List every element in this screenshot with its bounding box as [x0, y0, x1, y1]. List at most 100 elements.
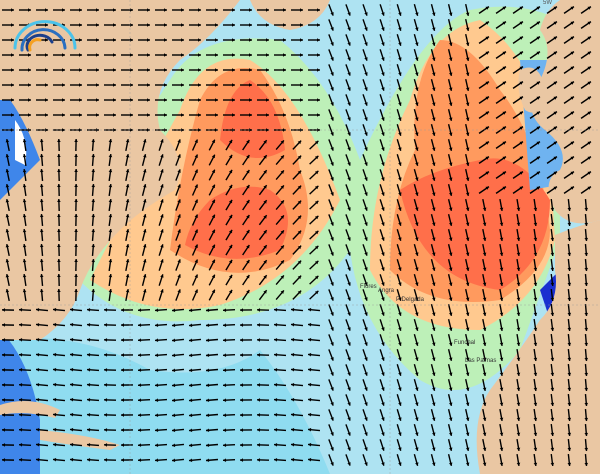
swell-arrow-head — [308, 412, 312, 417]
swell-arrow-head — [232, 98, 235, 102]
swell-arrow-head — [142, 154, 147, 158]
swell-arrow-head — [364, 162, 368, 166]
swell-arrow-head — [347, 357, 351, 361]
swell-arrow-head — [223, 323, 227, 327]
swell-arrow-head — [164, 98, 167, 102]
swell-arrow-head — [330, 42, 334, 46]
swell-arrow-head — [550, 417, 555, 421]
swell-arrow-head — [19, 308, 23, 312]
swell-arrow-head — [198, 128, 201, 132]
swell-arrow-head — [570, 21, 574, 25]
swell-arrow-head — [587, 81, 591, 85]
swell-arrow-head — [113, 128, 116, 132]
swell-arrow-head — [499, 282, 504, 286]
swell-arrow-head — [432, 57, 436, 61]
swell-arrow-head — [415, 312, 419, 316]
swell-arrow-head — [381, 207, 385, 211]
swell-arrow-head — [125, 244, 130, 248]
swell-arrow-head — [314, 200, 319, 205]
swell-arrow-head — [28, 53, 31, 57]
swell-arrow-head — [206, 353, 210, 358]
swell-arrow-head — [347, 87, 351, 91]
swell-arrow-head — [249, 98, 252, 102]
swell-arrow-head — [130, 23, 133, 27]
swell-arrow-head — [465, 417, 470, 421]
swell-arrow-head — [28, 68, 31, 72]
swell-arrow-head — [228, 199, 233, 204]
swell-arrow-head — [147, 23, 150, 27]
swell-arrow-head — [415, 57, 419, 61]
swell-arrow-head — [223, 353, 227, 357]
swell-arrow-head — [381, 462, 385, 466]
swell-arrow-head — [138, 353, 142, 357]
swell-arrow-head — [381, 447, 385, 451]
swell-arrow-head — [567, 252, 572, 256]
swell-arrow-head — [5, 244, 10, 248]
swell-arrow-head — [263, 155, 267, 159]
swell-arrow-head — [172, 458, 176, 463]
swell-arrow-head — [381, 42, 385, 46]
swell-arrow-head — [567, 342, 572, 346]
swell-arrow-head — [164, 83, 167, 87]
swell-arrow-head — [57, 229, 61, 233]
swell-arrow-head — [22, 139, 27, 143]
swell-arrow-head — [257, 308, 261, 312]
swell-arrow-head — [177, 169, 181, 173]
swell-arrow-head — [266, 128, 269, 132]
swell-arrow-head — [516, 357, 521, 361]
swell-arrow-head — [482, 417, 487, 421]
swell-arrow-head — [155, 323, 159, 328]
swell-arrow-head — [465, 312, 470, 316]
swell-arrow-head — [70, 412, 74, 417]
swell-arrow-head — [482, 462, 487, 466]
swell-arrow-head — [516, 252, 521, 256]
swell-arrow-head — [398, 372, 402, 376]
swell-arrow-head — [160, 139, 164, 143]
greenland — [250, 0, 330, 30]
swell-arrow-head — [263, 275, 267, 279]
swell-arrow-head — [502, 66, 506, 70]
swell-arrow-head — [516, 297, 521, 301]
swell-arrow-head — [142, 184, 147, 188]
caribbean — [40, 430, 120, 450]
swell-arrow-head — [297, 245, 302, 250]
swell-arrow-head — [314, 245, 319, 250]
swell-arrow-head — [36, 427, 40, 432]
swell-arrow-head — [39, 229, 44, 233]
swell-arrow-head — [232, 83, 235, 87]
swell-arrow-head — [274, 383, 278, 387]
swell-arrow-head — [536, 126, 540, 130]
swell-arrow-head — [223, 383, 227, 387]
swell-arrow-head — [485, 156, 489, 160]
swell-arrow-head — [147, 8, 150, 12]
swell-arrow-head — [211, 184, 215, 189]
swell-arrow-head — [381, 402, 385, 406]
swell-arrow-head — [53, 307, 57, 312]
swell-arrow-head — [381, 177, 385, 181]
swell-arrow-head — [113, 113, 116, 117]
swell-arrow-head — [553, 111, 557, 115]
swell-arrow-head — [314, 275, 319, 280]
swell-arrow-head — [502, 141, 506, 145]
swell-arrow-head — [482, 222, 487, 226]
swell-arrow-head — [499, 252, 504, 256]
swell-arrow-head — [177, 259, 181, 263]
swell-arrow-head — [364, 132, 368, 136]
swell-arrow-head — [104, 398, 108, 402]
swell-arrow-head — [19, 323, 23, 327]
swell-arrow-head — [155, 428, 159, 433]
swell-arrow-head — [283, 68, 286, 72]
swell-arrow-head — [5, 154, 10, 158]
swell-arrow-head — [533, 372, 538, 376]
swell-arrow-head — [550, 357, 555, 361]
swell-arrow-head — [330, 162, 334, 166]
swell-arrow-head — [172, 398, 176, 403]
swell-arrow-head — [381, 72, 385, 76]
swell-arrow-head — [211, 139, 215, 144]
swell-arrow-head — [189, 413, 193, 418]
place-las-palmas: Las Palmas — [465, 358, 497, 364]
swell-arrow-head — [291, 322, 295, 327]
swell-arrow-head — [240, 323, 244, 327]
swell-arrow-head — [502, 81, 506, 85]
